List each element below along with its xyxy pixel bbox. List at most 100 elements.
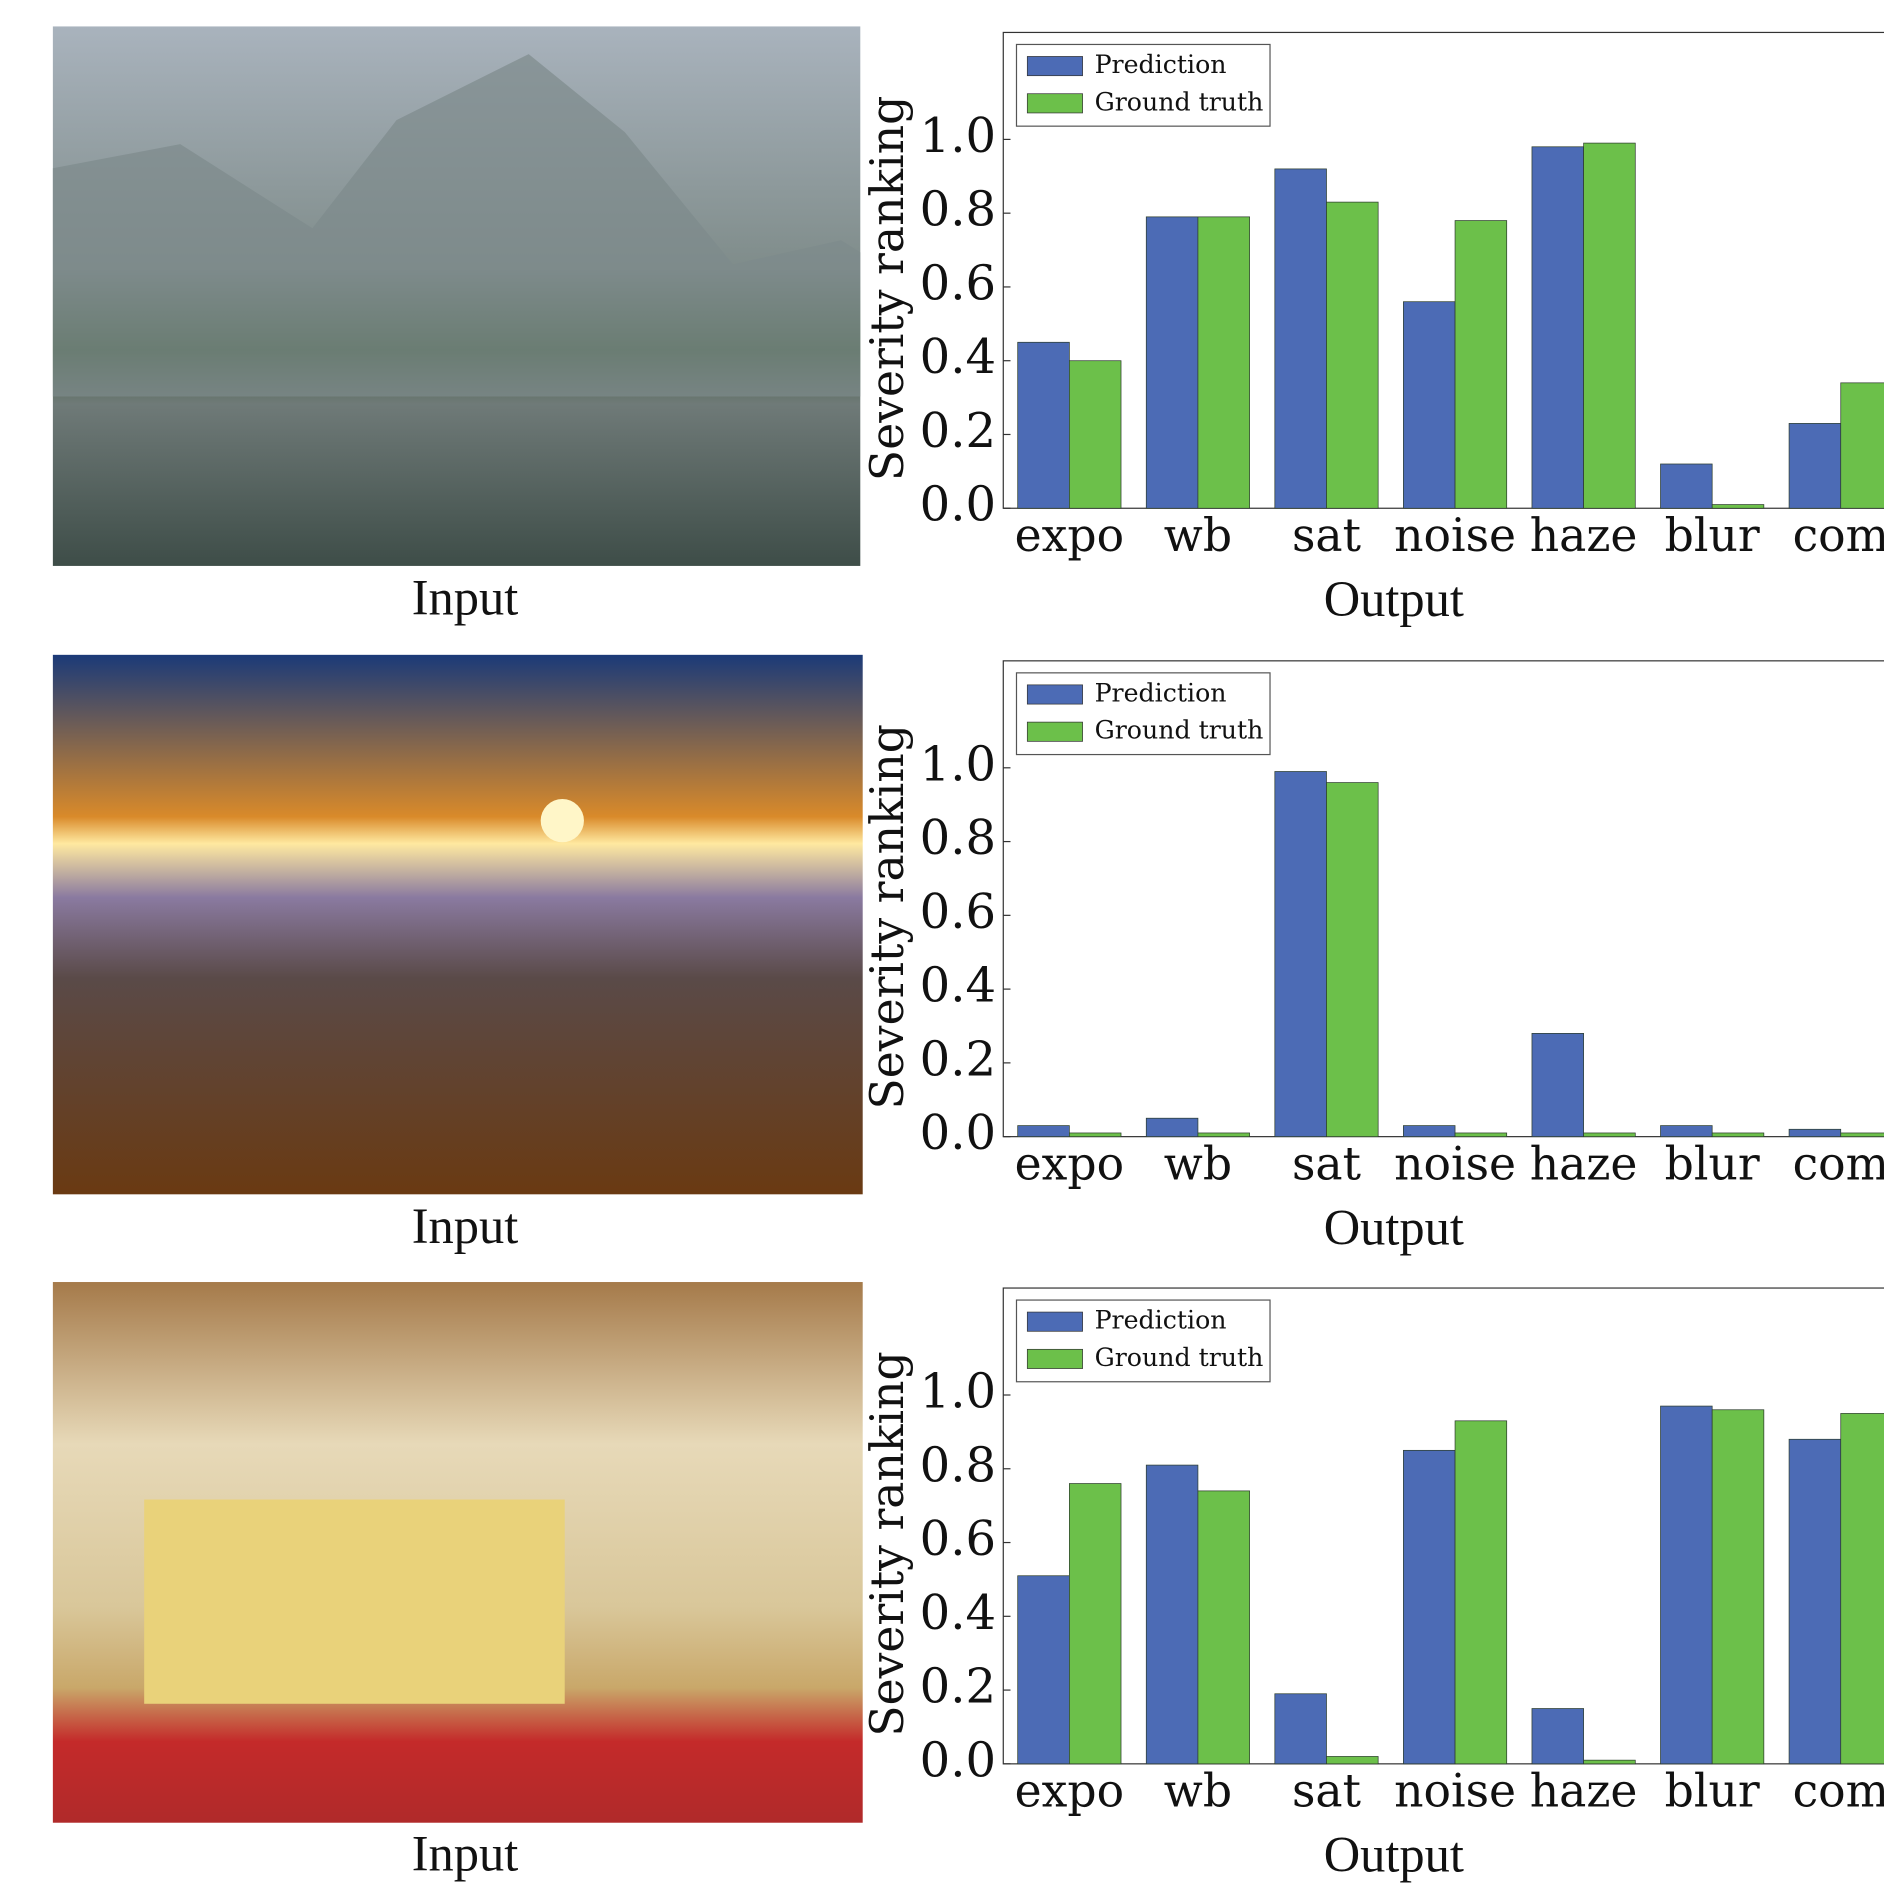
bar bbox=[1274, 168, 1327, 509]
bar bbox=[1145, 1117, 1199, 1138]
x-tick-label: haze bbox=[1530, 509, 1638, 562]
bar bbox=[1711, 504, 1765, 509]
bar bbox=[1403, 1125, 1456, 1138]
bar bbox=[1197, 1132, 1250, 1138]
x-tick-label: sat bbox=[1292, 509, 1361, 562]
bar bbox=[1454, 220, 1508, 509]
bar bbox=[1197, 216, 1250, 509]
y-tick-label: 0.0 bbox=[920, 477, 996, 533]
x-tick-label: wb bbox=[1164, 1765, 1232, 1818]
legend-swatch bbox=[1026, 56, 1083, 77]
x-tick-label: blur bbox=[1665, 509, 1760, 562]
y-tick-label: 0.6 bbox=[920, 1511, 996, 1567]
legend-swatch bbox=[1026, 721, 1083, 742]
y-axis-label: Severity ranking bbox=[861, 1351, 914, 1736]
y-tick-label: 0.4 bbox=[920, 1585, 996, 1641]
legend-label: Prediction bbox=[1095, 50, 1227, 79]
y-tick-label: 1.0 bbox=[920, 1364, 996, 1420]
bar bbox=[1069, 360, 1122, 509]
bar bbox=[1840, 382, 1884, 509]
bar bbox=[1145, 216, 1199, 509]
bar bbox=[1583, 1759, 1636, 1765]
bar bbox=[1017, 1575, 1070, 1765]
y-tick-label: 1.0 bbox=[920, 736, 996, 792]
bar bbox=[1711, 1132, 1765, 1138]
y-tick-label: 0.2 bbox=[920, 403, 996, 459]
y-tick-label: 0.4 bbox=[920, 958, 996, 1014]
bar bbox=[1069, 1483, 1122, 1765]
bar bbox=[1145, 1464, 1199, 1765]
y-tick-label: 0.6 bbox=[920, 255, 996, 311]
x-tick-label: haze bbox=[1530, 1137, 1638, 1190]
bar bbox=[1531, 146, 1584, 509]
input-photo bbox=[52, 654, 863, 1195]
x-tick-label: com bbox=[1793, 1137, 1884, 1190]
bar bbox=[1197, 1490, 1250, 1765]
legend-swatch bbox=[1026, 1311, 1083, 1332]
bar bbox=[1711, 1409, 1765, 1765]
y-tick-label: 0.0 bbox=[920, 1732, 996, 1788]
bar bbox=[1017, 1125, 1070, 1138]
legend-swatch bbox=[1026, 1348, 1083, 1369]
x-tick-label: noise bbox=[1394, 509, 1516, 562]
bar bbox=[1583, 1132, 1636, 1138]
x-tick-label: expo bbox=[1015, 1765, 1124, 1818]
x-tick-label: sat bbox=[1292, 1137, 1361, 1190]
bar bbox=[1840, 1132, 1884, 1138]
y-tick-label: 0.4 bbox=[920, 329, 996, 385]
bar bbox=[1274, 771, 1327, 1138]
x-tick-label: noise bbox=[1394, 1765, 1516, 1818]
bar bbox=[1403, 1449, 1456, 1765]
bar bbox=[1660, 1405, 1713, 1765]
bar bbox=[1531, 1708, 1584, 1765]
legend-label: Ground truth bbox=[1095, 87, 1264, 116]
bar bbox=[1583, 142, 1636, 509]
photo-sun bbox=[540, 799, 584, 843]
photo-screen bbox=[144, 1499, 565, 1704]
bar bbox=[1660, 463, 1713, 509]
bar bbox=[1660, 1125, 1713, 1138]
bar bbox=[1326, 782, 1379, 1138]
y-tick-label: 0.2 bbox=[920, 1659, 996, 1715]
y-tick-label: 0.0 bbox=[920, 1105, 996, 1161]
bar bbox=[1454, 1420, 1508, 1765]
x-axis-label: Output bbox=[1324, 1827, 1464, 1883]
bar bbox=[1531, 1033, 1584, 1138]
y-tick-label: 1.0 bbox=[920, 108, 996, 164]
image-caption: Input bbox=[412, 570, 519, 626]
bar bbox=[1788, 1438, 1842, 1765]
y-tick-label: 0.6 bbox=[920, 884, 996, 940]
legend-label: Ground truth bbox=[1095, 1343, 1264, 1372]
x-tick-label: sat bbox=[1292, 1765, 1361, 1818]
bar bbox=[1274, 1693, 1327, 1765]
legend-label: Prediction bbox=[1095, 678, 1227, 707]
x-tick-label: noise bbox=[1394, 1137, 1516, 1190]
image-caption: Input bbox=[412, 1825, 519, 1881]
bar bbox=[1788, 1128, 1842, 1138]
x-tick-label: com bbox=[1793, 1765, 1884, 1818]
bar bbox=[1788, 423, 1842, 509]
x-axis-label: Output bbox=[1324, 1199, 1464, 1255]
bar bbox=[1326, 201, 1379, 509]
x-tick-label: com bbox=[1793, 509, 1884, 562]
y-tick-label: 0.8 bbox=[920, 1437, 996, 1493]
x-tick-label: expo bbox=[1015, 509, 1124, 562]
legend-label: Ground truth bbox=[1095, 716, 1264, 745]
y-axis-label: Severity ranking bbox=[861, 724, 914, 1109]
x-tick-label: wb bbox=[1164, 1137, 1232, 1190]
bar bbox=[1326, 1756, 1379, 1765]
x-tick-label: haze bbox=[1530, 1765, 1638, 1818]
bar bbox=[1069, 1132, 1122, 1138]
bar bbox=[1454, 1132, 1508, 1138]
x-tick-label: blur bbox=[1665, 1137, 1760, 1190]
x-tick-label: wb bbox=[1164, 509, 1232, 562]
legend-swatch bbox=[1026, 93, 1083, 114]
image-caption: Input bbox=[412, 1198, 519, 1254]
y-axis-label: Severity ranking bbox=[861, 96, 914, 481]
y-tick-label: 0.8 bbox=[920, 810, 996, 866]
bar bbox=[1017, 341, 1070, 509]
y-tick-label: 0.8 bbox=[920, 182, 996, 238]
x-axis-label: Output bbox=[1324, 571, 1464, 627]
bar bbox=[1840, 1413, 1884, 1765]
